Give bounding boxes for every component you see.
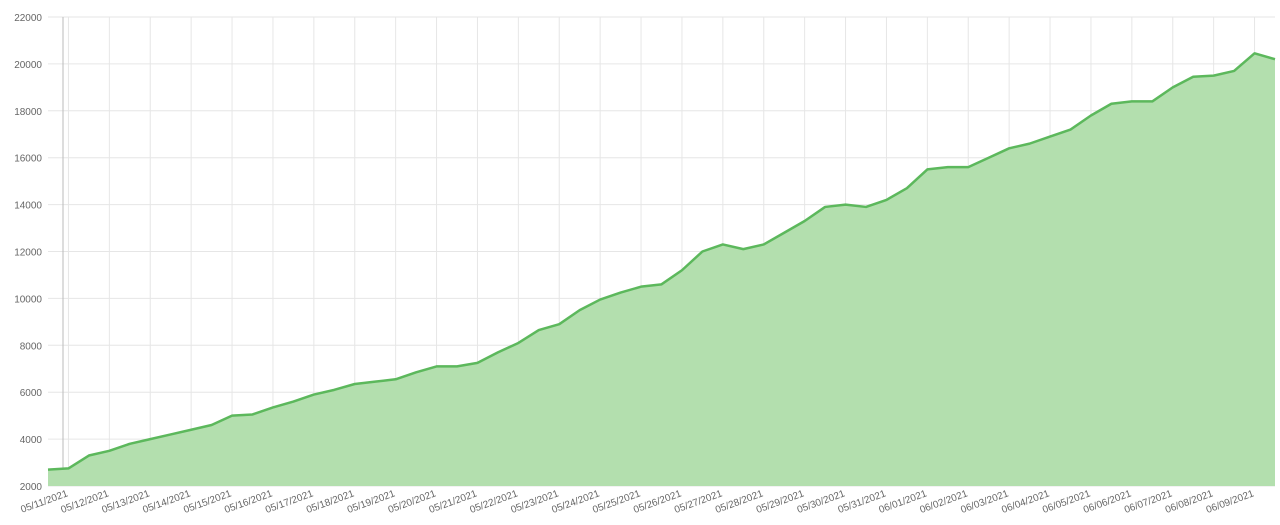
y-tick-label: 16000	[14, 154, 42, 165]
y-tick-label: 20000	[14, 60, 42, 71]
line	[47, 52, 1276, 471]
y-tick-label: 2000	[20, 482, 43, 493]
y-tick-label: 8000	[20, 341, 43, 352]
y-tick-label: 22000	[14, 13, 42, 24]
y-tick-label: 12000	[14, 248, 42, 259]
y-tick-label: 6000	[20, 388, 43, 399]
y-tick-label: 4000	[20, 435, 43, 446]
x-tick-label: 06/09/2021	[1205, 488, 1256, 516]
area-fill	[48, 53, 1275, 486]
y-tick-label: 14000	[14, 201, 42, 212]
y-tick-label: 18000	[14, 107, 42, 118]
y-tick-label: 10000	[14, 294, 42, 305]
